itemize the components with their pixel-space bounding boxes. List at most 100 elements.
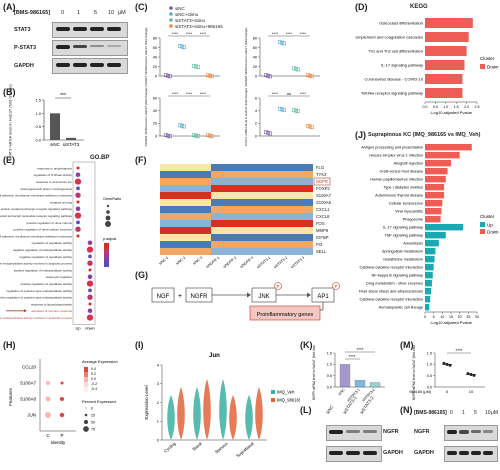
y-tick-label: 80 — [253, 36, 257, 40]
heatmap-cell — [194, 241, 211, 248]
violin — [203, 379, 211, 440]
legend-size-dot — [85, 407, 87, 409]
dot — [60, 397, 64, 401]
y-tick-label: 2 — [255, 122, 257, 126]
heatmap-cell — [262, 199, 279, 206]
bar — [425, 248, 436, 255]
bar — [425, 176, 446, 183]
heatmap-cell — [279, 178, 296, 185]
y-tick-label: 60 — [253, 46, 257, 50]
violin — [219, 379, 227, 440]
category-label: Viral myocarditis — [395, 210, 423, 214]
sample-label: siNC-1 — [158, 256, 169, 266]
term-label: positive regulation of cysteine-type end… — [0, 296, 72, 300]
bar — [425, 18, 473, 28]
bar — [369, 382, 381, 388]
bar — [425, 296, 431, 303]
term-label: synapse pruning — [50, 200, 72, 204]
heatmap-cell — [228, 220, 245, 227]
blot-band — [90, 45, 104, 47]
legend-color-bar — [84, 367, 88, 372]
data-point — [168, 134, 172, 139]
x-tick-label: 1.5 — [454, 105, 459, 109]
heatmap-cell — [177, 192, 194, 199]
blot-band — [459, 451, 469, 455]
sig-label: **** — [455, 348, 462, 353]
category-label: Type I diabetes mellitus — [383, 186, 423, 190]
gene-label: CXCL1 — [316, 207, 330, 212]
heatmap-cell — [228, 248, 245, 255]
term-label: positive regulation of renal sodium excr… — [13, 228, 72, 232]
heatmap-cell — [245, 171, 262, 178]
data-point — [264, 73, 268, 78]
term-label: negative regulation of peptidase activit… — [19, 255, 72, 259]
legend-tick: -0.2 — [91, 382, 97, 386]
data-point — [294, 108, 298, 113]
heatmap-cell — [194, 248, 211, 255]
panel-label-d: (D) — [355, 2, 368, 12]
heatmap-cell — [228, 178, 245, 185]
data-point — [166, 133, 170, 138]
data-point — [182, 45, 186, 50]
blot-a-row-pstat3: P-STAT3 — [14, 45, 37, 51]
category-label: Phagosome — [403, 218, 423, 222]
dot — [88, 288, 92, 293]
heatmap-cell — [245, 227, 262, 234]
bar — [425, 32, 469, 42]
dot — [86, 314, 94, 321]
data-point — [282, 41, 286, 46]
x-tick-label: Spinous — [214, 441, 229, 455]
y-axis-label: S100A8 mRNA level in HaCaT (fold change) — [244, 28, 248, 87]
node-proinflammatory — [249, 305, 321, 321]
sig-label: **** — [348, 354, 355, 359]
gene-label: S100A7 — [316, 193, 332, 198]
highlight-box — [313, 177, 331, 186]
dot — [74, 212, 82, 219]
panel-d-bar-chart: Osteoclast differentiation Complement and… — [355, 18, 499, 115]
legend-title: Average Expression — [82, 359, 118, 364]
bar — [425, 60, 465, 70]
data-point — [280, 107, 284, 112]
category-label: Antigen processing and presentation — [361, 146, 423, 150]
heatmap-cell — [245, 164, 262, 171]
panel-label-a: (A) — [3, 2, 16, 12]
highlight-arrowhead — [24, 309, 27, 313]
heatmap-cell — [296, 171, 313, 178]
y-tick-label: 0 — [155, 134, 157, 138]
heatmap-cell — [279, 164, 296, 171]
x-tick-label: 10 — [440, 315, 444, 319]
heatmap-cell — [262, 178, 279, 185]
heatmap-cell — [296, 178, 313, 185]
y-tick-label: 2 — [157, 400, 160, 405]
bar — [425, 144, 472, 151]
dot — [76, 166, 80, 170]
sig-label: **** — [172, 91, 179, 96]
heatmap-cell — [262, 220, 279, 227]
heatmap-cell — [245, 178, 262, 185]
heatmap-cell — [262, 192, 279, 199]
blot-band — [363, 451, 377, 455]
blot-a-unit: μM — [118, 10, 126, 16]
panel-label-k: (K) — [300, 340, 313, 350]
heatmap-cell — [296, 199, 313, 206]
y-tick-label: 80 — [153, 36, 157, 40]
dot — [59, 412, 65, 418]
term-label: G-protein coupled purinergic receptor si… — [0, 207, 72, 211]
data-point — [442, 361, 446, 365]
legend-tick: 50 — [91, 421, 95, 425]
legend-color-bar — [84, 372, 88, 377]
blot-band — [73, 27, 87, 31]
x-tick-label: 0 — [424, 315, 426, 319]
blot-band — [447, 430, 457, 434]
x-tick-label: Suprabasal — [235, 441, 254, 458]
sample-label: siSTAT3-3 — [290, 256, 305, 268]
heatmap-cell — [245, 248, 262, 255]
blot-band — [56, 27, 70, 31]
x-axis-label: -Log10 adjusted Pvalue — [430, 320, 473, 325]
blot-band — [471, 430, 481, 433]
category-label: Cytokine-cytokine receptor interaction — [359, 298, 423, 302]
legend-swatch — [480, 222, 485, 227]
heatmap-cell — [279, 192, 296, 199]
y-tick-label: 60 — [153, 46, 157, 50]
